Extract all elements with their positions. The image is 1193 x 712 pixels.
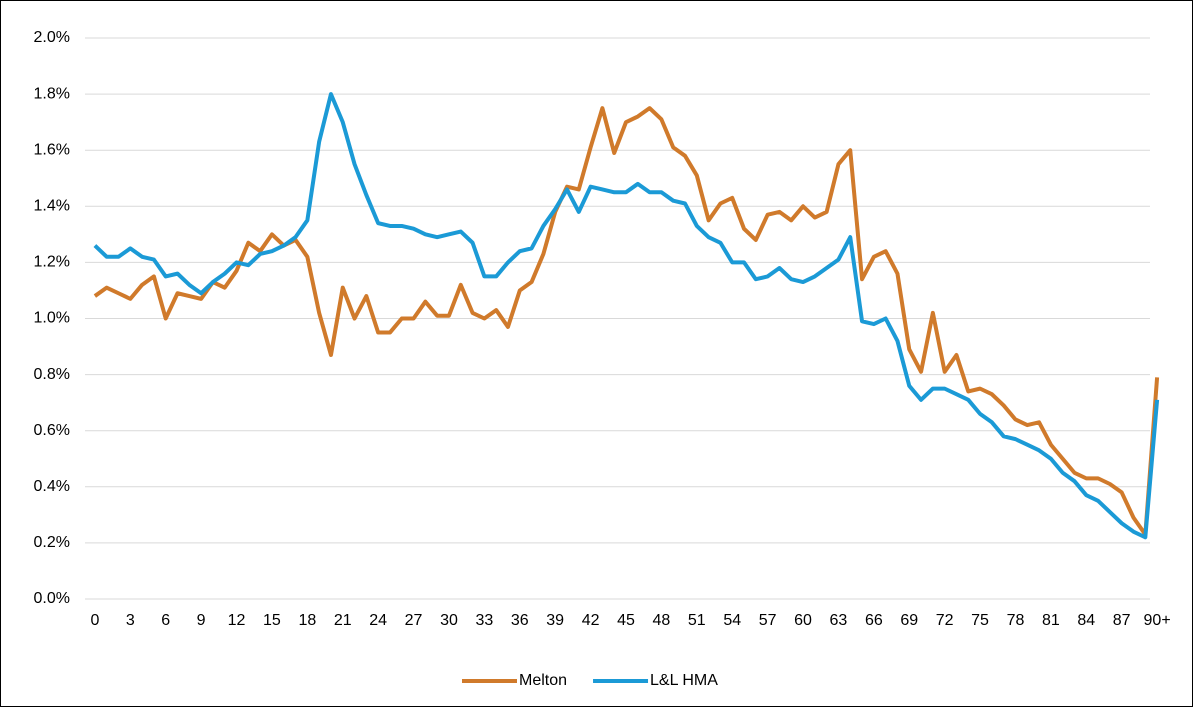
y-tick-label: 1.8% <box>34 85 70 102</box>
x-tick-label: 45 <box>617 612 635 629</box>
legend-label: Melton <box>519 672 567 689</box>
x-tick-label: 36 <box>511 612 529 629</box>
y-tick-label: 0.0% <box>34 590 70 607</box>
x-tick-label: 21 <box>334 612 352 629</box>
x-tick-label: 81 <box>1042 612 1060 629</box>
x-tick-label: 24 <box>369 612 387 629</box>
x-tick-label: 0 <box>90 612 99 629</box>
x-tick-label: 54 <box>723 612 741 629</box>
x-tick-label: 90+ <box>1144 612 1171 629</box>
x-tick-label: 15 <box>263 612 281 629</box>
legend-label: L&L HMA <box>650 672 718 689</box>
y-tick-label: 0.8% <box>34 366 70 383</box>
data-line <box>93 106 1160 537</box>
y-tick-label: 2.0% <box>34 29 70 46</box>
y-tick-label: 1.4% <box>34 198 70 215</box>
x-tick-label: 66 <box>865 612 883 629</box>
x-tick-label: 51 <box>688 612 706 629</box>
x-tick-label: 3 <box>126 612 135 629</box>
x-tick-label: 27 <box>405 612 423 629</box>
x-tick-label: 57 <box>759 612 777 629</box>
x-tick-label: 39 <box>546 612 564 629</box>
x-tick-label: 33 <box>475 612 493 629</box>
y-tick-label: 0.4% <box>34 478 70 495</box>
x-tick-label: 30 <box>440 612 458 629</box>
x-tick-label: 12 <box>228 612 246 629</box>
x-tick-label: 60 <box>794 612 812 629</box>
x-tick-label: 69 <box>900 612 918 629</box>
x-tick-label: 78 <box>1007 612 1025 629</box>
x-tick-label: 18 <box>298 612 316 629</box>
x-tick-label: 84 <box>1077 612 1095 629</box>
x-tick-label: 6 <box>161 612 170 629</box>
y-tick-label: 0.2% <box>34 534 70 551</box>
x-tick-label: 42 <box>582 612 600 629</box>
y-tick-label: 1.0% <box>34 310 70 327</box>
x-tick-label: 72 <box>936 612 954 629</box>
y-tick-label: 0.6% <box>34 422 70 439</box>
y-tick-label: 1.6% <box>34 141 70 158</box>
y-tick-label: 1.2% <box>34 254 70 271</box>
x-tick-label: 48 <box>653 612 671 629</box>
data-line <box>93 92 1160 540</box>
x-tick-label: 87 <box>1113 612 1131 629</box>
x-tick-label: 9 <box>197 612 206 629</box>
x-tick-label: 75 <box>971 612 989 629</box>
x-tick-label: 63 <box>830 612 848 629</box>
